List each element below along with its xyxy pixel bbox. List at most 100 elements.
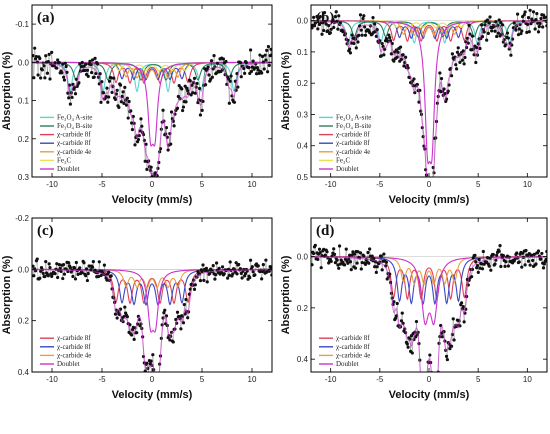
data-point: [444, 354, 449, 358]
data-point: [35, 257, 39, 261]
data-point: [88, 59, 92, 63]
data-point: [161, 108, 165, 112]
data-point: [474, 60, 478, 65]
data-point: [499, 21, 503, 25]
data-point: [262, 67, 266, 71]
data-point: [311, 26, 314, 30]
data-point: [46, 59, 50, 64]
data-point: [67, 261, 71, 265]
data-point: [470, 275, 474, 279]
data-point: [422, 413, 425, 416]
data-point: [316, 27, 320, 31]
data-point: [124, 103, 129, 107]
data-point: [171, 340, 175, 344]
data-point: [526, 259, 531, 263]
data-point: [514, 28, 518, 32]
data-point: [63, 61, 67, 65]
data-point: [528, 263, 532, 267]
data-point: [181, 105, 186, 109]
data-point: [419, 384, 422, 387]
data-point: [86, 74, 90, 78]
data-point: [455, 50, 460, 54]
data-point: [348, 47, 352, 51]
data-point: [140, 124, 144, 128]
data-point: [412, 77, 416, 81]
data-point: [85, 278, 89, 283]
data-point: [43, 76, 47, 80]
data-point: [332, 252, 337, 256]
data-point: [251, 59, 255, 63]
data-point: [460, 58, 465, 62]
data-point: [497, 249, 501, 253]
data-point: [313, 243, 317, 247]
data-point: [320, 253, 324, 258]
data-point: [349, 268, 353, 272]
x-tick-label: -5: [376, 375, 384, 384]
data-point: [53, 61, 57, 65]
plot-area: [311, 243, 547, 433]
data-point: [228, 260, 232, 264]
x-tick-label: 5: [200, 375, 205, 384]
data-point: [536, 21, 540, 25]
data-point: [106, 100, 110, 104]
data-point: [192, 287, 197, 291]
plot-area: [311, 8, 547, 192]
data-point: [431, 189, 434, 192]
data-point: [483, 23, 487, 27]
x-tick-label: -5: [376, 180, 384, 189]
data-point: [449, 344, 454, 348]
data-point: [249, 48, 253, 52]
data-point: [53, 271, 57, 276]
data-point: [32, 53, 35, 58]
data-point: [220, 265, 225, 269]
data-point: [154, 382, 157, 385]
legend-entry: Doublet: [336, 165, 359, 173]
data-point: [541, 25, 545, 29]
data-point: [110, 90, 114, 95]
data-point: [332, 25, 336, 30]
y-tick-label: 0.1: [297, 48, 309, 57]
data-point: [109, 76, 113, 80]
data-point: [126, 116, 130, 120]
data-point: [229, 74, 233, 78]
data-point: [96, 274, 101, 279]
data-point: [362, 14, 366, 18]
data-point: [40, 68, 44, 72]
x-tick-label: -10: [325, 180, 337, 189]
data-point: [405, 342, 409, 346]
data-point: [232, 100, 237, 104]
total-fit-curve: [311, 256, 547, 372]
legend-entry: χ-carbide 4e: [57, 148, 91, 156]
data-point: [78, 62, 82, 66]
x-tick-label: -10: [325, 375, 337, 384]
data-point: [127, 99, 131, 104]
data-point: [463, 55, 467, 60]
data-point: [389, 52, 393, 56]
data-point: [45, 71, 50, 75]
data-point: [435, 407, 438, 410]
data-point: [65, 70, 69, 74]
data-point: [32, 274, 36, 278]
data-point: [531, 10, 536, 14]
data-point: [62, 78, 67, 82]
data-point: [99, 100, 103, 104]
legend-entry: Fe₃O₄ A-site: [57, 113, 92, 121]
data-point: [41, 271, 45, 275]
x-tick-label: 5: [476, 180, 481, 189]
data-point: [433, 430, 436, 433]
component-curve-1: [32, 61, 272, 81]
data-point: [220, 271, 224, 275]
data-point: [100, 80, 104, 84]
data-point: [348, 51, 353, 55]
data-point: [101, 91, 106, 95]
data-point: [50, 50, 54, 54]
data-point: [94, 71, 98, 76]
legend-entry: χ-carbide 8f: [336, 334, 370, 342]
data-point: [485, 38, 489, 42]
data-point: [120, 94, 124, 98]
data-point: [350, 253, 354, 257]
legend-entry: χ-carbide 8f: [336, 343, 370, 351]
data-point: [251, 270, 255, 274]
data-point: [485, 18, 490, 22]
data-point: [353, 252, 357, 256]
